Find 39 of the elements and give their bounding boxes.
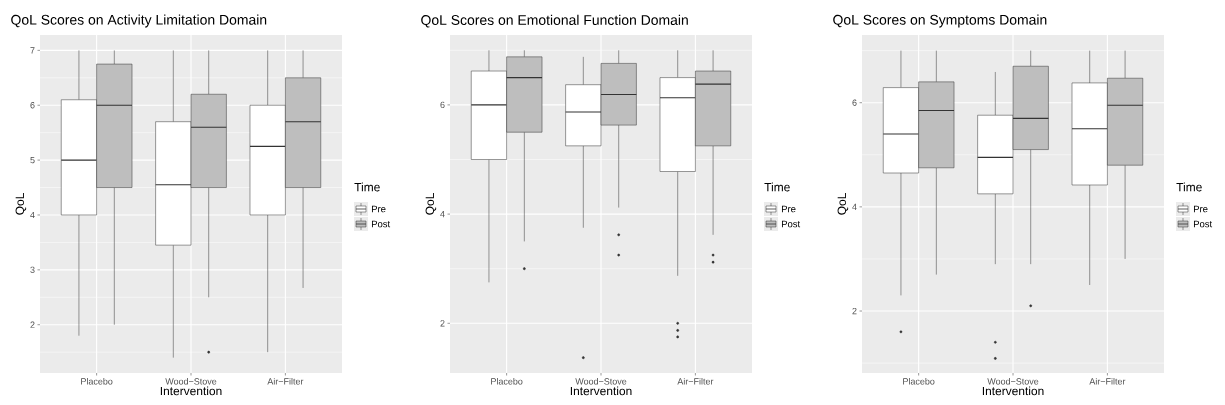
legend-title: Time (764, 182, 790, 192)
x-tick-label: Wood−Stove (165, 378, 217, 385)
legend-label: Post (781, 220, 801, 228)
chart-title: QoL Scores on Emotional Function Domain (421, 14, 688, 28)
x-tick-label: Air−Filter (1089, 378, 1126, 385)
x-tick-label: Air−Filter (677, 378, 714, 385)
legend-label: Post (371, 220, 391, 228)
x-tick-label: Placebo (81, 378, 113, 385)
y-tick-label: 2 (852, 307, 857, 315)
chart-title: QoL Scores on Symptoms Domain (833, 14, 1047, 28)
y-tick-label: 3 (30, 266, 35, 274)
y-tick-label: 5 (30, 156, 35, 164)
y-tick-label: 4 (440, 211, 445, 218)
y-tick-label: 7 (30, 47, 35, 54)
y-tick-label: 6 (852, 99, 857, 106)
x-axis-title: Intervention (570, 386, 632, 396)
x-tick-label: Wood−Stove (987, 378, 1039, 385)
legend-title: Time (354, 182, 380, 192)
y-tick-label: 2 (30, 321, 35, 328)
y-tick-label: 4 (852, 203, 857, 210)
y-axis-title: QoL (425, 193, 437, 215)
legend-label: Pre (1193, 205, 1208, 213)
legend-label: Post (1193, 220, 1213, 228)
x-tick-label: Placebo (491, 378, 523, 385)
legend-title: Time (1176, 182, 1202, 192)
x-axis-title: Intervention (982, 386, 1044, 396)
y-tick-label: 2 (440, 320, 445, 327)
x-tick-label: Placebo (903, 378, 935, 385)
x-tick-label: Wood−Stove (575, 378, 627, 385)
y-tick-label: 6 (440, 101, 445, 109)
y-tick-label: 4 (30, 211, 35, 219)
y-axis-title: QoL (837, 193, 849, 215)
chart-title: QoL Scores on Activity Limitation Domain (11, 14, 267, 28)
legend-label: Pre (371, 205, 386, 213)
x-tick-label: Air−Filter (267, 378, 304, 385)
x-axis-title: Intervention (160, 386, 222, 396)
legend-label: Pre (781, 205, 796, 213)
y-axis-title: QoL (15, 193, 27, 215)
y-tick-label: 6 (30, 102, 35, 109)
